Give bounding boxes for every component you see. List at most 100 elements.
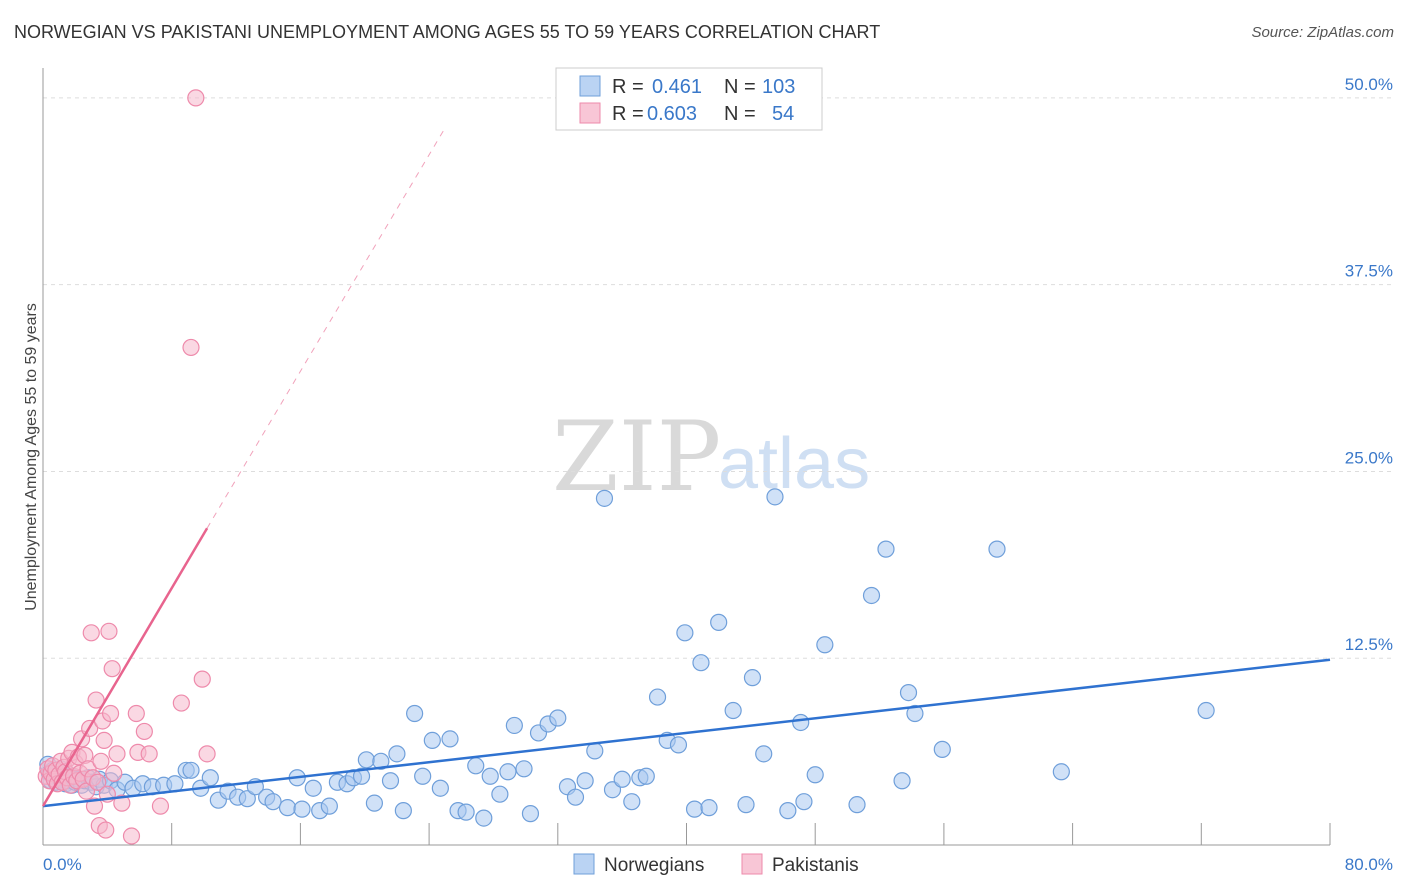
series-norwegians bbox=[39, 488, 1215, 827]
pakistanis-point bbox=[182, 338, 200, 357]
pakistanis-point bbox=[135, 722, 153, 741]
legend-swatch-pink bbox=[579, 102, 601, 124]
norwegians-point bbox=[505, 716, 523, 735]
pakistanis-point bbox=[122, 827, 141, 845]
norwegians-point bbox=[755, 745, 773, 763]
norwegians-point bbox=[441, 730, 459, 748]
pakistanis-point bbox=[193, 670, 211, 688]
chart-title: NORWEGIAN VS PAKISTANI UNEMPLOYMENT AMON… bbox=[14, 22, 881, 42]
y-axis-label: Unemployment Among Ages 55 to 59 years bbox=[23, 303, 40, 611]
norwegians-point bbox=[779, 802, 797, 820]
norwegians-point bbox=[724, 701, 742, 720]
norwegians-point bbox=[406, 704, 424, 723]
norwegians-point bbox=[676, 624, 694, 642]
y-tick-label: 50.0% bbox=[1345, 75, 1393, 94]
norwegians-point bbox=[457, 803, 475, 821]
norwegians-point bbox=[293, 800, 311, 818]
y-tick-label: 25.0% bbox=[1345, 448, 1393, 467]
pakistanis-point bbox=[92, 752, 110, 770]
norwegians-point bbox=[595, 489, 614, 507]
correlation-legend: R = 0.461 N = 103 R = 0.603 N = 54 bbox=[555, 67, 823, 131]
norwegians-point bbox=[692, 654, 710, 672]
norwegians-point bbox=[737, 796, 755, 814]
pakistanis-point bbox=[103, 660, 121, 678]
legend-r-label-0: R = bbox=[612, 76, 644, 98]
legend-n-value-1: 54 bbox=[772, 103, 794, 125]
pakistanis-point bbox=[95, 731, 113, 750]
legend-r-value-1: 0.603 bbox=[647, 103, 697, 125]
bottom-legend-pakistanis: Pakistanis bbox=[772, 855, 859, 876]
x-tick-label-min: 0.0% bbox=[43, 855, 82, 874]
norwegians-point bbox=[304, 779, 322, 797]
pakistanis-point bbox=[89, 773, 107, 791]
norwegians-point bbox=[491, 785, 509, 803]
watermark-atlas: atlas bbox=[718, 424, 870, 504]
y-tick-label: 37.5% bbox=[1345, 262, 1393, 281]
norwegians-point bbox=[792, 713, 810, 732]
norwegians-point bbox=[1197, 701, 1215, 720]
norwegians-point bbox=[499, 763, 517, 781]
norwegians-point bbox=[388, 745, 406, 763]
norwegians-trend-line bbox=[42, 658, 1331, 808]
pakistanis-point bbox=[140, 745, 158, 763]
norwegians-point bbox=[352, 767, 371, 785]
norwegians-point bbox=[515, 760, 533, 778]
norwegians-point bbox=[576, 772, 594, 790]
norwegians-point bbox=[264, 793, 282, 811]
norwegians-point bbox=[766, 488, 784, 506]
pakistanis-point bbox=[82, 624, 100, 642]
pakistanis-point bbox=[85, 797, 104, 815]
norwegians-point bbox=[357, 751, 375, 769]
norwegians-point bbox=[586, 742, 604, 760]
pakistanis-point bbox=[105, 764, 123, 782]
norwegians-point bbox=[893, 772, 911, 790]
norwegians-point bbox=[365, 794, 384, 812]
norwegians-point bbox=[394, 802, 412, 820]
bottom-legend-swatch-norwegians bbox=[573, 853, 595, 875]
x-tick-label-max: 80.0% bbox=[1345, 855, 1393, 874]
pakistanis-trend-extension bbox=[206, 127, 446, 529]
norwegians-point bbox=[806, 766, 824, 784]
pakistanis-point bbox=[198, 745, 216, 763]
trend-lines bbox=[41, 127, 1331, 808]
norwegians-point bbox=[475, 809, 493, 827]
pakistanis-point bbox=[100, 622, 118, 640]
pakistanis-point bbox=[108, 745, 126, 763]
series-pakistanis bbox=[37, 89, 216, 845]
legend-r-label-1: R = bbox=[612, 103, 644, 125]
legend-n-label-1: N = bbox=[724, 103, 756, 125]
norwegians-point bbox=[1052, 763, 1070, 781]
norwegians-point bbox=[414, 767, 432, 785]
norwegians-point bbox=[549, 709, 567, 727]
norwegians-point bbox=[795, 793, 813, 811]
norwegians-point bbox=[710, 613, 728, 631]
series-legend: Norwegians Pakistanis bbox=[573, 853, 859, 876]
norwegians-point bbox=[988, 540, 1006, 558]
norwegians-point bbox=[423, 731, 441, 750]
pakistanis-point bbox=[87, 691, 105, 709]
norwegians-point bbox=[431, 779, 449, 797]
norwegians-point bbox=[637, 767, 655, 785]
pakistanis-point bbox=[151, 797, 170, 815]
bottom-legend-swatch-pakistanis bbox=[741, 853, 763, 875]
pakistanis-point bbox=[97, 821, 115, 839]
norwegians-point bbox=[521, 805, 540, 823]
norwegians-point bbox=[669, 736, 688, 754]
grid-lines bbox=[43, 97, 1393, 659]
norwegians-point bbox=[906, 704, 924, 723]
norwegians-point bbox=[201, 769, 219, 787]
norwegians-point bbox=[862, 586, 881, 605]
legend-swatch-blue bbox=[579, 75, 601, 97]
norwegians-point bbox=[613, 770, 631, 788]
legend-r-value-0: 0.461 bbox=[652, 76, 702, 98]
pakistanis-point bbox=[172, 694, 190, 712]
bottom-legend-norwegians: Norwegians bbox=[604, 855, 704, 876]
norwegians-point bbox=[899, 683, 918, 702]
y-tick-label: 12.5% bbox=[1345, 635, 1393, 654]
norwegians-point bbox=[648, 688, 667, 706]
norwegians-point bbox=[848, 796, 866, 814]
pakistanis-trend-line bbox=[41, 527, 209, 807]
norwegians-point bbox=[182, 761, 200, 779]
pakistanis-point bbox=[187, 89, 205, 107]
norwegians-point bbox=[743, 669, 762, 687]
